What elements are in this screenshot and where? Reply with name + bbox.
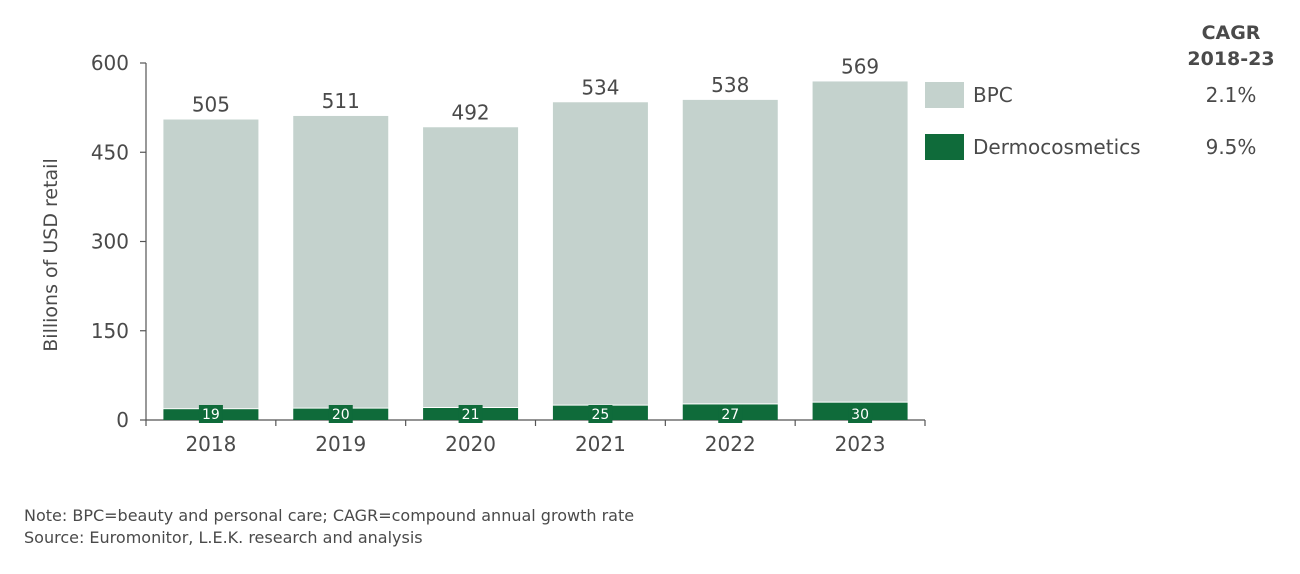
- total-value-label: 511: [322, 89, 360, 113]
- source-text: Source: Euromonitor, L.E.K. research and…: [24, 528, 423, 547]
- dermocosmetics-label-box: [198, 405, 223, 423]
- dermocosmetics-value-label: 20: [332, 407, 350, 423]
- x-tick-label: 2019: [315, 432, 366, 456]
- data-labels: 19 505 20 511 21 492 25 534 27 538 30 569: [192, 54, 879, 423]
- dermocosmetics-label-box: [848, 405, 873, 423]
- note-text: Note: BPC=beauty and personal care; CAGR…: [24, 506, 635, 525]
- legend-label-bpc: BPC: [973, 83, 1013, 107]
- legend-swatch-dermocosmetics: [925, 134, 964, 160]
- x-tick-label: 2018: [185, 432, 236, 456]
- cagr-value-dermocosmetics: 9.5%: [1206, 135, 1257, 159]
- y-tick-label: 300: [91, 230, 129, 254]
- dermocosmetics-value-label: 30: [851, 407, 869, 423]
- bar-bpc: [423, 127, 519, 408]
- total-value-label: 492: [451, 100, 489, 124]
- dermocosmetics-value-label: 27: [721, 407, 739, 423]
- legend-label-dermocosmetics: Dermocosmetics: [973, 135, 1141, 159]
- total-value-label: 569: [841, 54, 879, 78]
- legend-swatch-bpc: [925, 82, 964, 108]
- total-value-label: 534: [581, 75, 619, 99]
- legend: BPC 2.1% Dermocosmetics 9.5% CAGR 2018-23: [925, 22, 1275, 160]
- y-axis-label: Billions of USD retail: [40, 158, 62, 351]
- y-tick-label: 150: [91, 319, 129, 343]
- y-tick-label: 600: [91, 51, 129, 75]
- y-tick-label: 0: [116, 408, 129, 432]
- bar-bpc: [163, 119, 259, 409]
- dermocosmetics-label-box: [588, 405, 613, 423]
- bar-bpc: [812, 81, 908, 403]
- cagr-header-title: CAGR: [1202, 22, 1261, 44]
- footnotes: Note: BPC=beauty and personal care; CAGR…: [24, 505, 634, 549]
- total-value-label: 505: [192, 93, 230, 117]
- dermocosmetics-value-label: 21: [462, 407, 480, 423]
- dermocosmetics-label-box: [328, 405, 353, 423]
- dermocosmetics-value-label: 19: [202, 407, 220, 423]
- x-tick-label: 2020: [445, 432, 496, 456]
- dermocosmetics-label-box: [718, 405, 743, 423]
- x-tick-label: 2022: [705, 432, 756, 456]
- x-axis: 2018 2019 2020 2021 2022 2023: [145, 419, 926, 456]
- dermocosmetics-value-label: 25: [592, 407, 610, 423]
- total-value-label: 538: [711, 73, 749, 97]
- dermocosmetics-label-box: [458, 405, 483, 423]
- x-tick-label: 2021: [575, 432, 626, 456]
- x-tick-label: 2023: [835, 432, 886, 456]
- y-tick-label: 450: [91, 140, 129, 164]
- bar-bpc: [293, 115, 389, 409]
- bar-bpc: [682, 99, 778, 404]
- cagr-value-bpc: 2.1%: [1206, 83, 1257, 107]
- bars: [163, 81, 908, 420]
- y-axis: 0 150 300 450 600: [91, 51, 147, 432]
- bar-bpc: [552, 102, 648, 406]
- cagr-header-period: 2018-23: [1187, 48, 1274, 70]
